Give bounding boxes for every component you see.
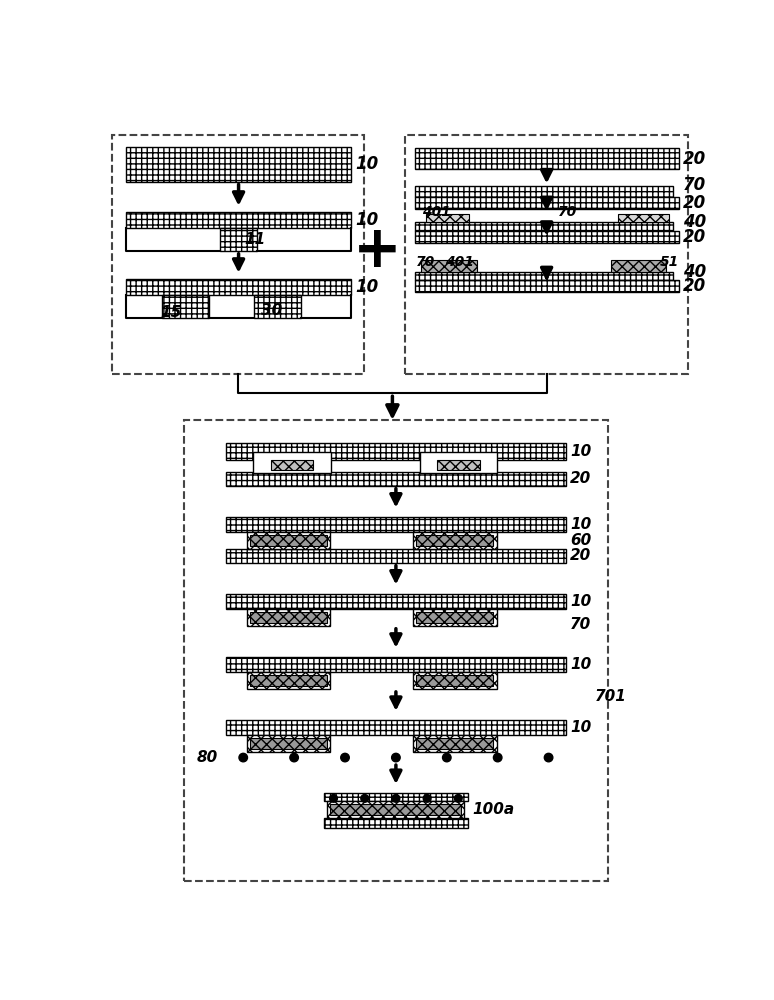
Bar <box>415 186 673 197</box>
Text: 100a: 100a <box>472 802 515 817</box>
Bar <box>415 231 679 243</box>
Text: +: + <box>353 222 402 279</box>
Bar <box>226 549 566 563</box>
Bar <box>247 735 330 752</box>
Text: 10: 10 <box>354 278 378 296</box>
Bar <box>413 532 497 549</box>
Bar <box>126 212 351 228</box>
Circle shape <box>341 753 349 762</box>
Bar <box>416 612 494 623</box>
Bar <box>416 675 494 686</box>
Bar <box>253 452 330 473</box>
Text: 20: 20 <box>683 149 706 167</box>
Text: 10: 10 <box>354 211 378 229</box>
Text: 10: 10 <box>570 594 591 609</box>
Bar <box>183 420 608 881</box>
Bar <box>247 672 330 689</box>
Bar <box>226 657 566 672</box>
Bar <box>415 222 673 231</box>
Bar <box>327 801 464 818</box>
Text: 51: 51 <box>660 255 680 269</box>
Bar <box>413 609 497 626</box>
Circle shape <box>392 753 400 762</box>
Bar <box>112 135 364 374</box>
Text: 20: 20 <box>683 194 706 212</box>
Text: 20: 20 <box>570 548 591 563</box>
Text: 701: 701 <box>595 689 627 704</box>
Circle shape <box>361 795 368 802</box>
Circle shape <box>239 753 248 762</box>
Bar <box>413 672 497 689</box>
Bar <box>126 279 351 295</box>
Text: 40: 40 <box>683 263 706 281</box>
Bar <box>271 460 313 470</box>
Text: 70: 70 <box>570 617 591 632</box>
Bar <box>437 460 480 470</box>
Bar <box>250 675 327 686</box>
Bar <box>255 295 301 318</box>
Bar <box>406 135 688 374</box>
Text: 70: 70 <box>683 176 706 194</box>
Bar <box>226 720 566 735</box>
Bar <box>247 609 330 626</box>
Circle shape <box>493 753 502 762</box>
Bar <box>250 612 327 623</box>
Text: 20: 20 <box>683 277 706 295</box>
Text: 10: 10 <box>354 155 378 173</box>
Text: 70: 70 <box>416 255 435 269</box>
Circle shape <box>289 753 299 762</box>
Text: 401: 401 <box>423 205 451 219</box>
Bar <box>421 260 477 272</box>
Text: 15: 15 <box>161 305 182 320</box>
Bar <box>226 443 566 460</box>
Bar <box>415 272 673 280</box>
Bar <box>416 738 494 749</box>
Text: 10: 10 <box>570 517 591 532</box>
Bar <box>126 147 351 182</box>
Text: 10: 10 <box>570 444 591 459</box>
Circle shape <box>544 753 553 762</box>
Bar <box>413 735 497 752</box>
Text: 80: 80 <box>197 750 218 765</box>
Bar <box>618 214 669 222</box>
Bar <box>163 295 209 318</box>
Circle shape <box>443 753 451 762</box>
Bar <box>250 738 327 749</box>
Bar <box>226 594 566 609</box>
Circle shape <box>330 795 337 802</box>
Text: 60: 60 <box>570 533 591 548</box>
Bar <box>611 260 666 272</box>
Circle shape <box>454 795 462 802</box>
Bar <box>226 517 566 532</box>
Circle shape <box>423 795 431 802</box>
Bar <box>324 793 467 801</box>
Text: 30: 30 <box>261 303 282 318</box>
Circle shape <box>392 795 400 802</box>
Bar <box>226 472 566 486</box>
Text: 401: 401 <box>445 255 474 269</box>
Text: 40: 40 <box>683 213 706 231</box>
Text: 10: 10 <box>570 657 591 672</box>
Bar <box>426 214 469 222</box>
Bar <box>415 197 679 209</box>
Text: 20: 20 <box>570 471 591 486</box>
Bar <box>220 228 257 251</box>
Bar <box>415 148 679 169</box>
Bar <box>420 452 497 473</box>
Bar <box>324 818 467 828</box>
Bar <box>416 535 494 546</box>
Bar <box>330 804 461 815</box>
Bar <box>250 535 327 546</box>
Bar <box>247 532 330 549</box>
Bar <box>415 280 679 292</box>
Text: 20: 20 <box>683 228 706 246</box>
Text: 70: 70 <box>558 205 577 219</box>
Text: 11: 11 <box>245 232 266 247</box>
Text: 10: 10 <box>570 720 591 735</box>
